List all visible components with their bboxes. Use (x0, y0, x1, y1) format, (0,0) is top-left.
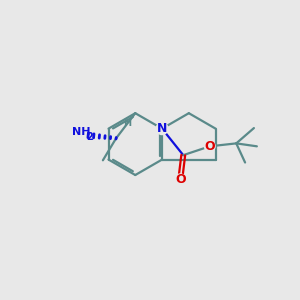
Text: O: O (204, 140, 215, 153)
Circle shape (205, 141, 215, 152)
Circle shape (175, 174, 186, 184)
Text: 2: 2 (87, 132, 93, 142)
Text: N: N (157, 122, 167, 135)
Text: H: H (123, 118, 131, 128)
Circle shape (156, 123, 168, 134)
Text: O: O (175, 173, 186, 186)
Text: NH: NH (72, 127, 91, 137)
Circle shape (71, 127, 88, 143)
